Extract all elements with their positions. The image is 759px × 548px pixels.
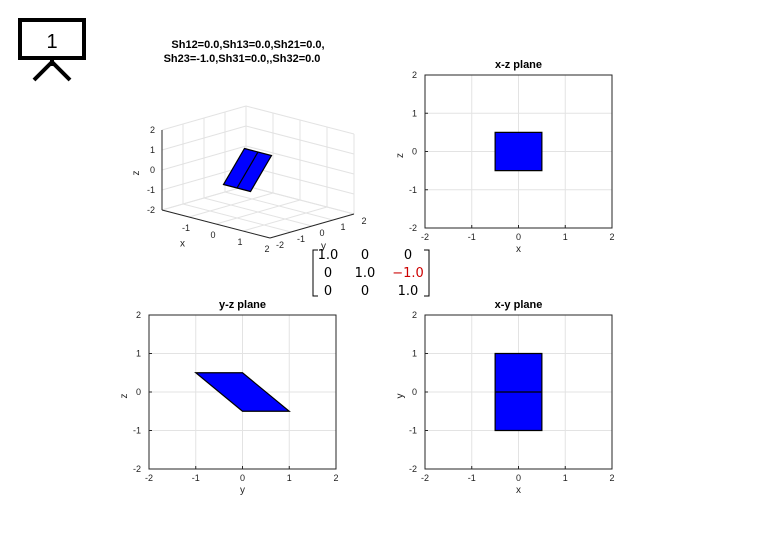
x-tick-label: -1 [468, 473, 476, 483]
y-tick-label: 1 [412, 349, 417, 359]
z-tick-label: 0 [150, 165, 155, 175]
y-tick-label: 1 [136, 349, 141, 359]
z-tick-label: 1 [150, 145, 155, 155]
presentation-board-icon[interactable]: 1 [18, 18, 86, 82]
matrix-entry: 1.0 [318, 248, 339, 263]
x-tick-label: 2 [333, 473, 338, 483]
y-axis-label: z [395, 153, 406, 158]
plot-frame [424, 74, 613, 229]
y-tick-label: 0 [319, 228, 324, 238]
surface-edge [236, 151, 259, 189]
x-tick-label: 1 [287, 473, 292, 483]
y-tick-label: -1 [409, 426, 417, 436]
matrix-left-bracket [312, 249, 318, 297]
z-tick-label: -1 [147, 185, 155, 195]
3d-shear-plot: Sh12=0.0,Sh13=0.0,Sh21=0.0, Sh23=-1.0,Sh… [131, 39, 367, 254]
x-axis-label: x [180, 239, 185, 250]
z-tick-label: 2 [150, 125, 155, 135]
x-axis-line [161, 209, 271, 239]
x-axis-label: y [240, 485, 245, 496]
y-tick-label: -1 [133, 426, 141, 436]
plot-title: y-z plane [219, 299, 266, 311]
x-tick-label: 1 [563, 473, 568, 483]
y-tick-label: 1 [340, 222, 345, 232]
shape-projection [194, 372, 291, 412]
x-tick-label: -2 [421, 473, 429, 483]
gridline-floor [203, 197, 313, 227]
x-tick-label: 2 [609, 232, 614, 242]
x-tick-label: 0 [210, 230, 215, 240]
y-tick-label: 2 [412, 310, 417, 320]
matrix-entry: −1.0 [392, 266, 424, 281]
gridline-floor [224, 191, 334, 221]
shape-projection [494, 131, 543, 172]
x-axis-label: x [516, 485, 521, 496]
x-tick-label: -2 [145, 473, 153, 483]
x-tick-label: 0 [240, 473, 245, 483]
x-tick-label: 2 [609, 473, 614, 483]
x-tick-label: -1 [468, 232, 476, 242]
y-tick-label: 2 [136, 310, 141, 320]
y-tick-label: 2 [412, 70, 417, 80]
x-tick-label: 2 [264, 244, 269, 254]
gridline-back-wall [245, 145, 355, 175]
x-tick-label: -1 [192, 473, 200, 483]
matrix-entry: 0 [324, 284, 332, 299]
gridline-back-wall [245, 105, 355, 135]
x-y-plane-plot: -2 -1 0 1 2 -2 -1 0 1 2 x-y plane x y [395, 299, 615, 496]
y-z-plane-plot: -2 -1 0 1 2 -2 -1 0 1 2 y-z plane y z [119, 299, 339, 496]
y-tick-label: -2 [409, 464, 417, 474]
y-tick-label: -2 [276, 240, 284, 250]
y-tick-label: 0 [136, 387, 141, 397]
slide-number: 1 [46, 31, 57, 53]
plot-frame [424, 314, 613, 470]
y-tick-label: -2 [133, 464, 141, 474]
plot-frame [148, 314, 337, 470]
gridline-side-wall [161, 125, 247, 151]
matrix-entry: 1.0 [398, 284, 419, 299]
y-axis-line [269, 213, 355, 239]
gridline-side-wall [161, 105, 247, 131]
matrix-entry: 1.0 [355, 266, 376, 281]
y-tick-label: -1 [297, 234, 305, 244]
plot-title: x-z plane [495, 59, 542, 71]
y-tick-label: -2 [409, 223, 417, 233]
x-tick-label: 1 [563, 232, 568, 242]
gridline-side-wall [161, 145, 247, 171]
gridline-back-wall [245, 125, 355, 155]
matrix-entry: 0 [324, 266, 332, 281]
matrix-entry: 0 [361, 284, 369, 299]
y-tick-label: 0 [412, 387, 417, 397]
x-tick-label: 0 [516, 232, 521, 242]
3d-plot-title-line-1: Sh12=0.0,Sh13=0.0,Sh21=0.0, [171, 39, 324, 51]
y-tick-label: -1 [409, 185, 417, 195]
matrix-right-bracket [424, 249, 430, 297]
matrix-entry: 0 [404, 248, 412, 263]
x-tick-label: -2 [421, 232, 429, 242]
y-axis-label: y [321, 241, 326, 252]
z-tick-label: -2 [147, 205, 155, 215]
x-tick-label: -1 [182, 223, 190, 233]
x-tick-label: 1 [237, 237, 242, 247]
shear-matrix: 1.0 0 0 0 1.0 −1.0 0 0 1.0 [312, 248, 430, 299]
gridline-floor [242, 206, 328, 232]
x-tick-label: 0 [516, 473, 521, 483]
y-tick-label: 0 [412, 147, 417, 157]
y-tick-label: 2 [361, 216, 366, 226]
y-axis-label: y [395, 394, 406, 399]
x-axis-label: x [516, 244, 521, 255]
y-axis-label: z [119, 394, 130, 399]
matrix-entry: 0 [361, 248, 369, 263]
plot-title: x-y plane [495, 299, 543, 311]
y-tick-label: 1 [412, 108, 417, 118]
z-axis-label: z [131, 171, 142, 176]
x-z-plane-plot: -2 -1 0 1 2 -2 -1 0 1 2 x-z plane x z [395, 59, 615, 255]
3d-plot-title-line-2: Sh23=-1.0,Sh31=0.0,,Sh32=0.0 [164, 53, 321, 65]
